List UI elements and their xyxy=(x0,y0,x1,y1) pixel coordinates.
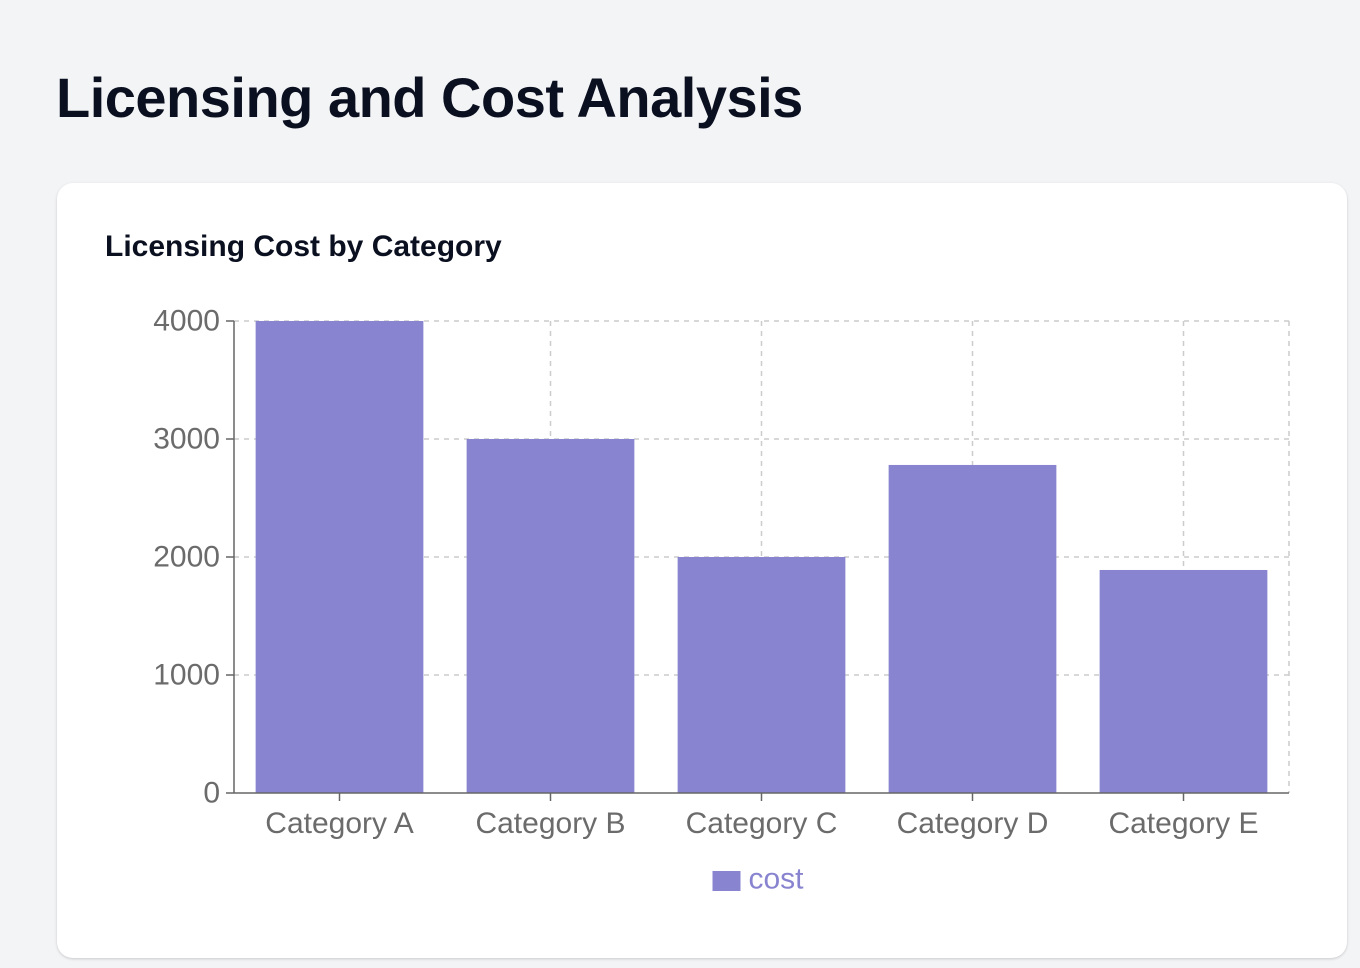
bar-category-a xyxy=(255,321,424,793)
x-tick-label-3: Category D xyxy=(897,807,1049,840)
bar-chart: 0 1000 2000 3000 4000 Category A Category B Cat… xyxy=(153,305,1290,896)
page-title: Licensing and Cost Analysis xyxy=(56,66,803,129)
y-tick-label-3: 3000 xyxy=(153,423,220,456)
x-tick-label-0: Category A xyxy=(265,807,413,840)
x-tick-label-4: Category E xyxy=(1108,807,1258,840)
y-tick-label-1: 1000 xyxy=(153,659,220,692)
bar-category-e xyxy=(1099,569,1268,793)
bar-category-d xyxy=(888,464,1057,793)
legend-swatch-cost xyxy=(712,871,741,891)
chart-card: Licensing Cost by Category 0 1000 2000 3000… xyxy=(57,183,1347,958)
axes: 0 1000 2000 3000 4000 Category A Category B Cat… xyxy=(153,305,1289,840)
bar-series xyxy=(255,321,1268,793)
y-tick-label-0: 0 xyxy=(203,777,220,810)
x-tick-label-2: Category C xyxy=(686,807,838,840)
y-tick-label-2: 2000 xyxy=(153,541,220,574)
chart-title: Licensing Cost by Category xyxy=(105,230,502,263)
bar-category-c xyxy=(677,557,846,793)
y-tick-label-4: 4000 xyxy=(153,305,220,338)
x-tick-label-1: Category B xyxy=(475,807,625,840)
legend: cost xyxy=(712,863,805,896)
legend-label-cost: cost xyxy=(749,863,805,896)
bar-category-b xyxy=(466,439,635,793)
